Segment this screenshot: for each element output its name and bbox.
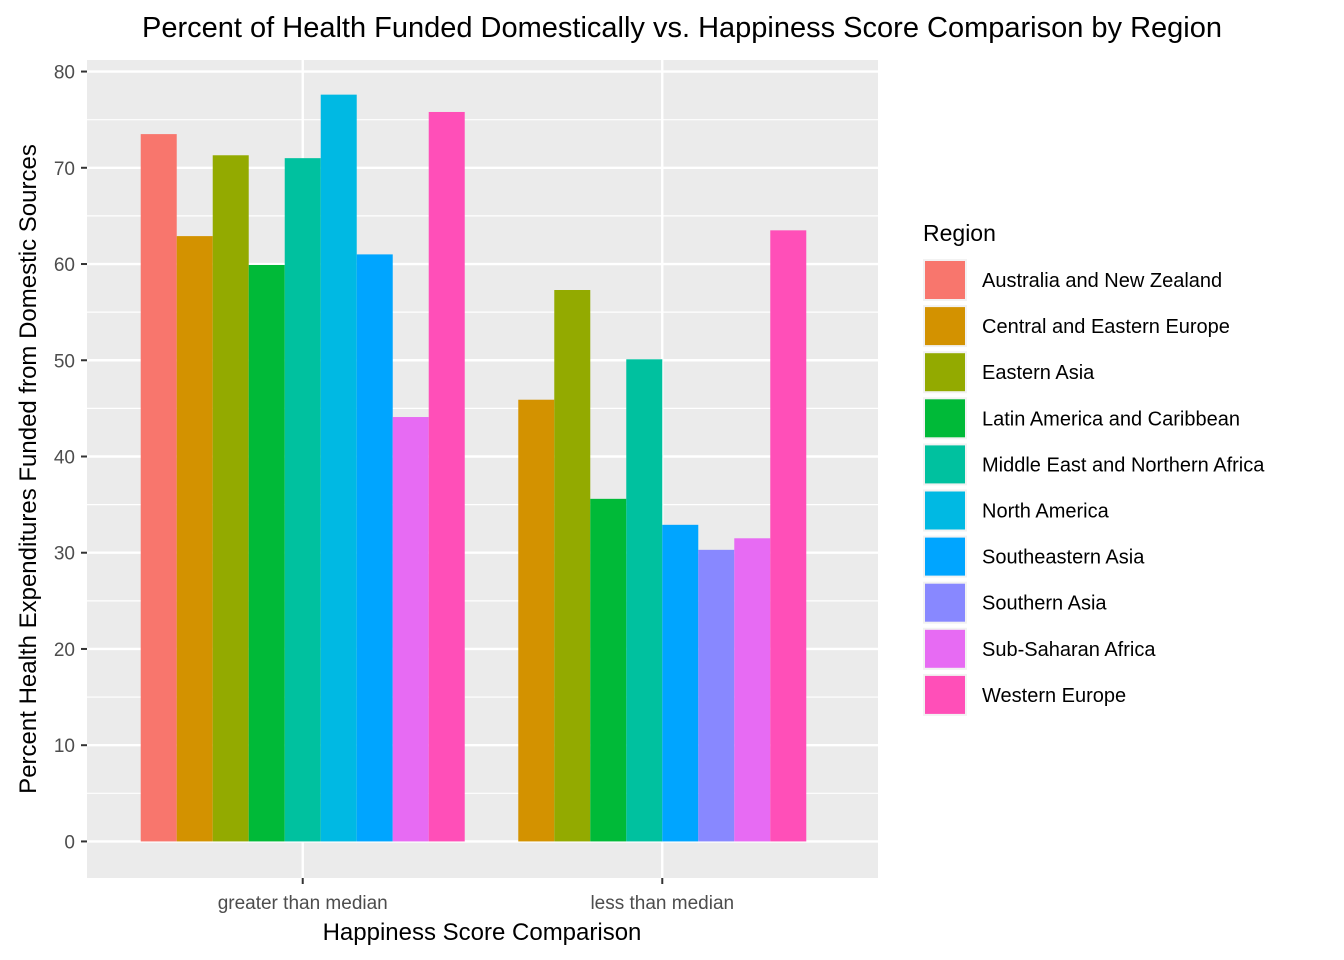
legend-swatch [925,537,965,576]
legend-swatch [925,261,965,299]
bar [590,498,627,842]
x-axis-title: Happiness Score Comparison [323,919,642,946]
y-tick-label: 80 [54,63,75,84]
bars-group [140,94,807,842]
bar [626,359,663,842]
legend-swatch [925,399,965,438]
x-axis-ticks: greater than median less than median [218,878,734,914]
bar [734,538,771,842]
x-tick-label: greater than median [218,893,388,914]
legend-swatch [925,629,965,668]
x-tick-label: less than median [590,893,734,914]
legend-label: North America [982,501,1110,523]
legend-label: Southern Asia [982,593,1107,615]
legend-swatch [925,445,965,484]
bar [176,236,213,842]
y-tick-label: 70 [54,159,75,180]
legend-label: Australia and New Zealand [982,270,1222,292]
legend: Region Australia and New Zealand Central … [923,220,1265,716]
legend-label: Western Europe [982,685,1126,707]
legend-label: Latin America and Caribbean [982,408,1240,430]
legend-items: Australia and New Zealand Central and Eas… [923,259,1265,716]
bar [356,254,393,842]
y-tick-label: 50 [54,351,75,372]
legend-title: Region [923,220,996,246]
bar [212,155,249,842]
legend-label: Eastern Asia [982,362,1095,384]
legend-label: Central and Eastern Europe [982,316,1230,338]
legend-swatch [925,307,965,346]
legend-swatch [925,583,965,622]
bar [518,399,555,842]
bar [392,417,429,842]
legend-swatch [925,675,965,714]
legend-label: Sub-Saharan Africa [982,639,1156,661]
bar [554,290,591,842]
y-tick-label: 0 [64,832,75,853]
legend-swatch [925,491,965,530]
bar [698,549,735,842]
legend-label: Southeastern Asia [982,547,1145,569]
y-tick-label: 60 [54,255,75,276]
y-axis-ticks: 0 10 20 30 40 50 60 70 80 [54,63,87,853]
bar [140,134,177,842]
y-tick-label: 10 [54,736,75,757]
y-tick-label: 30 [54,544,75,565]
y-axis-title: Percent Health Expenditures Funded from … [15,144,42,794]
bar [284,158,321,842]
bar [320,94,357,842]
legend-label: Middle East and Northern Africa [982,454,1265,476]
chart-title: Percent of Health Funded Domestically vs… [142,12,1222,44]
bar [662,524,699,842]
bar [428,111,465,842]
y-tick-label: 40 [54,447,75,468]
bar [248,264,285,842]
legend-swatch [925,353,965,392]
y-tick-label: 20 [54,640,75,661]
bar [770,230,807,842]
